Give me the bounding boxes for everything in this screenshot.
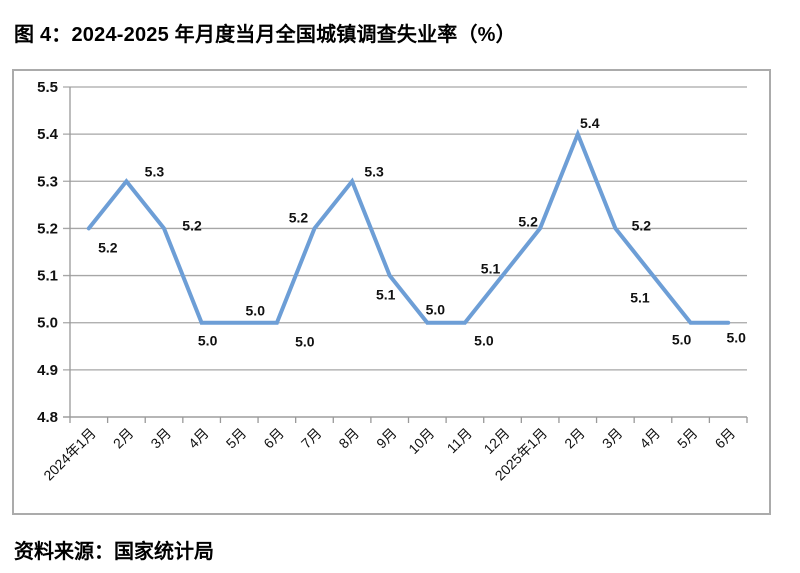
- y-axis-label: 5.4: [37, 126, 59, 143]
- data-label: 5.2: [98, 239, 118, 255]
- x-axis-label: 9月: [373, 425, 400, 452]
- y-axis-label: 5.2: [37, 220, 58, 237]
- data-label: 5.1: [376, 287, 396, 303]
- data-line: [86, 128, 731, 325]
- y-axis-label: 4.9: [37, 362, 58, 379]
- y-axis-label: 5.5: [37, 79, 58, 96]
- x-axis-label: 8月: [335, 425, 362, 452]
- data-label: 5.1: [481, 261, 501, 277]
- y-axis-label: 4.8: [37, 409, 58, 426]
- x-axis-label: 4月: [185, 425, 212, 452]
- data-label: 5.2: [289, 209, 309, 225]
- x-axis-label: 2月: [561, 425, 588, 452]
- x-axis-label: 2月: [110, 425, 137, 452]
- y-axis-label: 5.0: [37, 315, 58, 332]
- unemployment-rate-line-chart: 4.8 4.9 5.0 5.1 5.2 5.3 5.4 5.5 2024年1月 2月 3月 4月 5月 6…: [37, 79, 748, 484]
- data-label: 5.0: [726, 330, 746, 346]
- y-axis-label: 5.1: [37, 268, 58, 285]
- data-label: 5.4: [580, 115, 600, 131]
- x-axis-label: 3月: [599, 425, 626, 452]
- chart-frame: 4.8 4.9 5.0 5.1 5.2 5.3 5.4 5.5 2024年1月 2月 3月 4月 5月 6…: [12, 69, 771, 515]
- source-note: 资料来源：国家统计局: [14, 541, 214, 563]
- data-label: 5.1: [630, 290, 650, 306]
- x-axis-label: 7月: [298, 425, 325, 452]
- x-axis-label: 6月: [260, 425, 287, 452]
- x-axis-label: 10月: [405, 425, 437, 457]
- x-axis-label: 6月: [712, 425, 739, 452]
- data-label: 5.3: [364, 163, 384, 179]
- data-label: 5.0: [246, 303, 266, 319]
- data-label: 5.3: [145, 163, 165, 179]
- data-label: 5.0: [426, 302, 446, 318]
- x-axis-label: 12月: [480, 425, 512, 457]
- figure-title: 图 4：2024-2025 年月度当月全国城镇调查失业率（%）: [14, 24, 516, 46]
- x-axis-label: 3月: [147, 425, 174, 452]
- data-label: 5.0: [295, 334, 315, 350]
- x-axis-label: 2024年1月: [40, 425, 99, 484]
- data-label: 5.0: [474, 333, 494, 349]
- data-label: 5.0: [198, 333, 218, 349]
- data-label: 5.0: [672, 332, 692, 348]
- data-label: 5.2: [632, 217, 652, 233]
- x-axis-label: 5月: [674, 425, 701, 452]
- data-label: 5.2: [518, 213, 538, 229]
- x-axis-label: 5月: [223, 425, 250, 452]
- y-axis-label: 5.3: [37, 173, 58, 190]
- data-label: 5.2: [182, 217, 202, 233]
- x-axis-label: 4月: [636, 425, 663, 452]
- x-axis-label: 11月: [444, 425, 475, 456]
